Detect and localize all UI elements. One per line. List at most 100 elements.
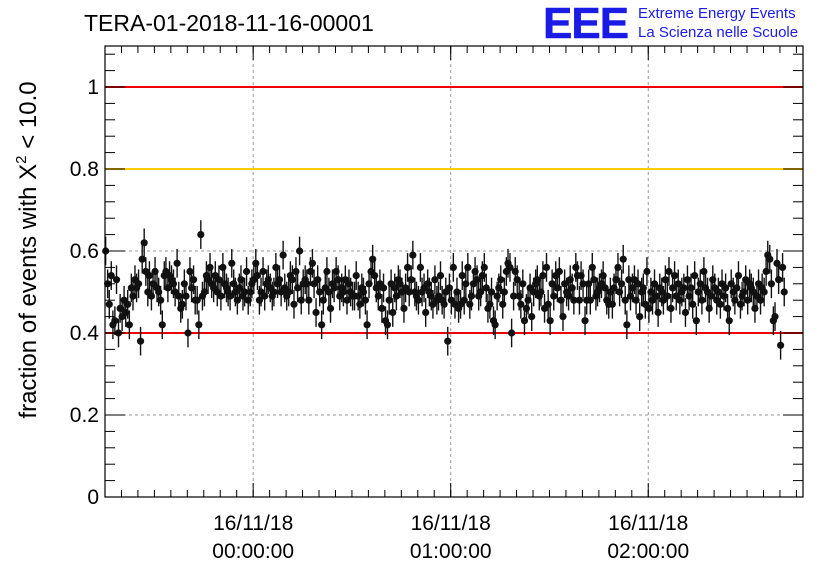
data-point <box>537 288 545 296</box>
data-point <box>151 267 159 276</box>
data-point <box>482 284 490 292</box>
data-point <box>424 280 432 288</box>
data-point <box>780 288 788 296</box>
data-point <box>288 276 296 284</box>
data-point <box>436 272 445 280</box>
x-axis: 16/11/18 00:00:00 16/11/18 01:00:00 16/11/18… <box>104 46 797 563</box>
data-point <box>744 296 752 304</box>
data-point <box>270 288 278 296</box>
reference-lines <box>105 86 803 334</box>
data-point <box>383 321 392 329</box>
data-point <box>539 272 547 280</box>
data-point <box>623 321 631 329</box>
data-point <box>326 304 335 312</box>
y-tick-label: 1 <box>87 76 99 99</box>
data-point <box>508 329 516 337</box>
data-point <box>724 304 732 312</box>
data-point <box>125 321 133 329</box>
data-point <box>639 284 647 292</box>
data-point <box>279 251 287 259</box>
data-point <box>778 263 787 271</box>
data-point <box>667 304 675 312</box>
data-point <box>316 288 324 296</box>
data-point <box>217 292 225 300</box>
y-tick-label: 0.8 <box>70 158 99 181</box>
data-point <box>614 263 622 271</box>
data-point <box>444 337 452 345</box>
data-point <box>374 292 382 300</box>
data-point <box>173 259 181 267</box>
data-point <box>215 276 223 284</box>
data-point <box>773 259 781 267</box>
data-point <box>352 272 360 280</box>
data-point <box>767 280 775 288</box>
data-point <box>722 284 730 292</box>
data-point <box>241 288 249 296</box>
data-point <box>303 280 311 288</box>
data-point <box>636 313 644 321</box>
data-point <box>292 267 300 276</box>
data-point <box>581 317 589 325</box>
data-point <box>369 255 377 263</box>
data-point <box>683 276 692 284</box>
data-point <box>740 288 748 296</box>
data-point <box>487 288 496 296</box>
data-point <box>460 296 468 304</box>
data-point <box>559 313 567 321</box>
data-point <box>312 308 320 317</box>
data-point <box>513 276 521 284</box>
data-point <box>297 296 305 304</box>
x-tick-time-label: 02:00:00 <box>607 540 689 563</box>
data-point <box>707 292 715 300</box>
data-point <box>645 304 653 312</box>
data-point <box>522 304 531 312</box>
data-point <box>665 267 673 276</box>
data-point <box>486 300 494 308</box>
data-point <box>663 292 671 300</box>
data-point <box>493 292 501 300</box>
data-point <box>654 308 662 317</box>
data-point <box>449 263 457 271</box>
data-point <box>564 292 573 300</box>
data-point <box>182 292 190 300</box>
data-point <box>766 255 774 263</box>
data-point <box>466 300 474 308</box>
data-point <box>689 300 697 308</box>
data-point <box>145 272 154 280</box>
data-point <box>586 296 594 304</box>
x-tick-date-label: 16/11/18 <box>608 512 688 535</box>
data-point <box>440 300 448 308</box>
data-point <box>318 321 326 329</box>
data-point <box>542 263 551 271</box>
data-point <box>134 280 143 288</box>
data-point <box>762 267 770 276</box>
data-point <box>568 284 576 292</box>
data-point <box>681 308 690 317</box>
data-point <box>416 263 425 271</box>
data-point <box>736 300 745 308</box>
data-point <box>308 259 317 267</box>
data-point <box>506 263 514 271</box>
data-point <box>691 272 699 280</box>
data-point <box>716 300 724 308</box>
data-point <box>129 292 137 300</box>
data-point <box>431 276 439 284</box>
data-point <box>323 267 331 276</box>
data-point <box>553 284 561 292</box>
data-point <box>325 288 333 296</box>
data-point <box>480 263 488 271</box>
data-point <box>546 317 554 325</box>
data-point <box>186 267 194 276</box>
data-point <box>361 296 370 304</box>
data-point <box>509 292 518 300</box>
data-point <box>180 280 188 288</box>
data-point <box>519 280 527 288</box>
data-point <box>462 280 470 288</box>
data-point <box>140 239 148 247</box>
data-point <box>491 321 499 329</box>
data-point <box>590 276 598 284</box>
data-point <box>661 276 669 284</box>
data-point <box>147 292 156 300</box>
plot-frame <box>104 45 804 498</box>
